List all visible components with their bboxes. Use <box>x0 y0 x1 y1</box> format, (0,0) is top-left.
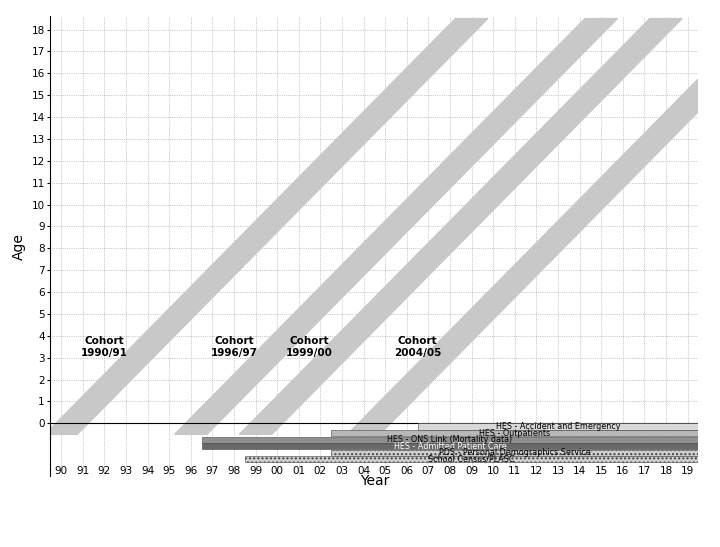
Bar <box>331 430 698 436</box>
Text: 15: 15 <box>595 466 608 476</box>
Y-axis label: Age: Age <box>12 232 26 260</box>
Text: 91: 91 <box>76 466 89 476</box>
Bar <box>245 456 698 462</box>
Text: 94: 94 <box>141 466 154 476</box>
Text: 14: 14 <box>573 466 586 476</box>
Text: 06: 06 <box>400 466 413 476</box>
Text: 12: 12 <box>530 466 543 476</box>
Text: 07: 07 <box>422 466 435 476</box>
Text: Year: Year <box>360 474 389 488</box>
Text: 11: 11 <box>508 466 521 476</box>
Text: 90: 90 <box>55 466 68 476</box>
Text: 18: 18 <box>660 466 672 476</box>
Text: 92: 92 <box>98 466 111 476</box>
Text: HES - ONS Link (Mortality data): HES - ONS Link (Mortality data) <box>387 435 513 444</box>
Text: Cohort
1996/97: Cohort 1996/97 <box>210 336 258 358</box>
Bar <box>331 450 698 456</box>
Text: Cohort
2004/05: Cohort 2004/05 <box>394 336 441 358</box>
Text: 16: 16 <box>616 466 629 476</box>
Text: HES - Admitted Patient Care: HES - Admitted Patient Care <box>394 441 506 451</box>
Text: Cohort
1999/00: Cohort 1999/00 <box>286 336 333 358</box>
Text: 08: 08 <box>444 466 456 476</box>
Text: 05: 05 <box>379 466 392 476</box>
Text: 96: 96 <box>184 466 197 476</box>
Text: 00: 00 <box>271 466 284 476</box>
Text: HES - Outpatients: HES - Outpatients <box>480 428 550 438</box>
Text: 19: 19 <box>681 466 694 476</box>
Text: 99: 99 <box>249 466 262 476</box>
Bar <box>418 423 698 429</box>
Text: 97: 97 <box>206 466 219 476</box>
Polygon shape <box>348 19 720 434</box>
Text: HES - Accident and Emergency: HES - Accident and Emergency <box>496 422 620 431</box>
Bar <box>202 437 698 443</box>
Text: 98: 98 <box>228 466 240 476</box>
Text: 01: 01 <box>292 466 305 476</box>
Polygon shape <box>175 19 618 434</box>
Text: 10: 10 <box>487 466 500 476</box>
Text: 93: 93 <box>120 466 132 476</box>
Text: 13: 13 <box>552 466 564 476</box>
Bar <box>202 443 698 449</box>
Text: 95: 95 <box>163 466 176 476</box>
Text: Cohort
1990/91: Cohort 1990/91 <box>81 336 128 358</box>
Text: 03: 03 <box>336 466 348 476</box>
Text: 09: 09 <box>465 466 478 476</box>
Text: 04: 04 <box>357 466 370 476</box>
Text: School Census/PLASC: School Census/PLASC <box>428 455 515 464</box>
Text: 17: 17 <box>638 466 651 476</box>
Text: PDS - Personal Demographics Service: PDS - Personal Demographics Service <box>439 448 590 457</box>
Text: 02: 02 <box>314 466 327 476</box>
Polygon shape <box>240 19 683 434</box>
Polygon shape <box>45 19 488 434</box>
